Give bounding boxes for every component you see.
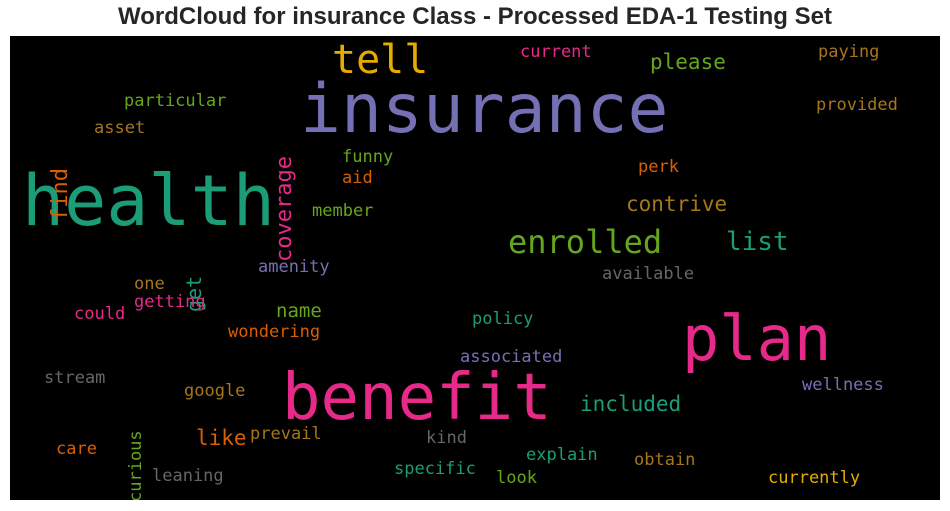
- word-available: available: [602, 264, 695, 284]
- word-insurance: insurance: [300, 70, 669, 149]
- word-find: find: [48, 168, 73, 221]
- word-please: please: [650, 50, 726, 74]
- word-leaning: leaning: [152, 466, 224, 486]
- word-name: name: [276, 300, 322, 322]
- word-member: member: [312, 201, 374, 221]
- word-explain: explain: [526, 445, 598, 465]
- word-policy: policy: [472, 309, 534, 329]
- word-specific: specific: [394, 459, 476, 479]
- chart-title: WordCloud for insurance Class - Processe…: [118, 3, 832, 30]
- word-look: look: [496, 468, 537, 488]
- word-benefit: benefit: [282, 361, 552, 435]
- word-wondering: wondering: [228, 322, 321, 342]
- word-funny: funny: [342, 147, 394, 167]
- word-stream: stream: [44, 368, 106, 388]
- word-aid: aid: [342, 168, 373, 188]
- word-care: care: [56, 439, 97, 459]
- word-contrive: contrive: [626, 192, 728, 216]
- word-getting: getting: [134, 292, 206, 312]
- word-health: health: [22, 160, 275, 242]
- word-included: included: [580, 392, 682, 416]
- word-coverage: coverage: [272, 156, 297, 262]
- word-tell: tell: [332, 37, 429, 83]
- word-enrolled: enrolled: [508, 223, 663, 261]
- word-one: one: [134, 274, 165, 294]
- word-paying: paying: [818, 42, 880, 62]
- word-currently: currently: [768, 468, 861, 488]
- word-wellness: wellness: [802, 375, 884, 395]
- word-obtain: obtain: [634, 450, 696, 470]
- word-kind: kind: [426, 428, 467, 448]
- word-could: could: [74, 304, 126, 324]
- word-like: like: [196, 426, 247, 450]
- word-asset: asset: [94, 118, 146, 138]
- word-amenity: amenity: [258, 257, 330, 277]
- word-list: list: [726, 227, 789, 257]
- word-associated: associated: [460, 347, 563, 367]
- word-provided: provided: [816, 95, 898, 115]
- wordcloud-canvas: insurance health benefit plan tell enrolled co…: [10, 36, 940, 500]
- word-curious: curious: [126, 430, 146, 500]
- word-plan: plan: [682, 302, 832, 375]
- word-google: google: [184, 381, 246, 401]
- word-particular: particular: [124, 91, 227, 111]
- word-current: current: [520, 42, 592, 62]
- word-perk: perk: [638, 157, 679, 177]
- word-prevail: prevail: [250, 424, 322, 444]
